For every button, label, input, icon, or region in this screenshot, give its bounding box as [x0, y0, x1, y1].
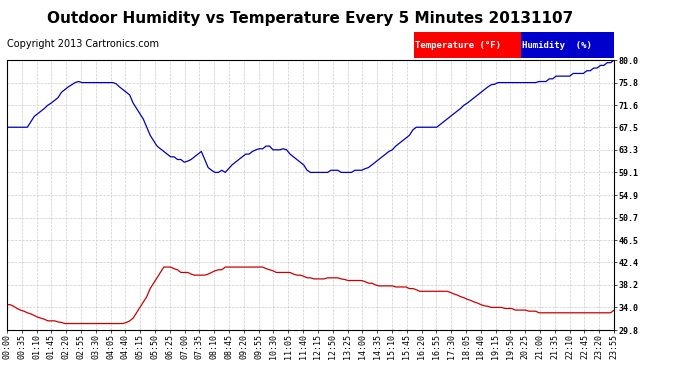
Text: Temperature (°F): Temperature (°F) [415, 40, 502, 50]
Text: Copyright 2013 Cartronics.com: Copyright 2013 Cartronics.com [7, 39, 159, 50]
Text: Outdoor Humidity vs Temperature Every 5 Minutes 20131107: Outdoor Humidity vs Temperature Every 5 … [48, 11, 573, 26]
Text: Humidity  (%): Humidity (%) [522, 40, 592, 50]
